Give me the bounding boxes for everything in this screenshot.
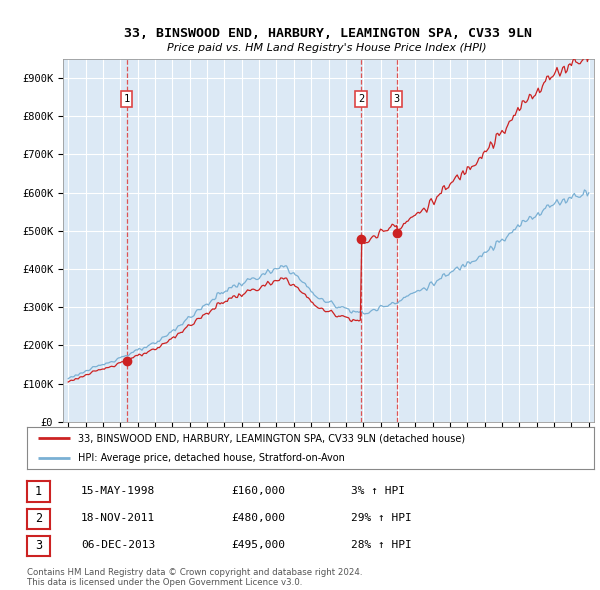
Text: HPI: Average price, detached house, Stratford-on-Avon: HPI: Average price, detached house, Stra… bbox=[78, 454, 345, 463]
Text: 15-MAY-1998: 15-MAY-1998 bbox=[81, 486, 155, 496]
Text: 33, BINSWOOD END, HARBURY, LEAMINGTON SPA, CV33 9LN (detached house): 33, BINSWOOD END, HARBURY, LEAMINGTON SP… bbox=[78, 434, 465, 444]
Text: £480,000: £480,000 bbox=[231, 513, 285, 523]
Text: 18-NOV-2011: 18-NOV-2011 bbox=[81, 513, 155, 523]
Text: 29% ↑ HPI: 29% ↑ HPI bbox=[351, 513, 412, 523]
Text: 3: 3 bbox=[35, 539, 42, 552]
Text: £160,000: £160,000 bbox=[231, 486, 285, 496]
Title: 33, BINSWOOD END, HARBURY, LEAMINGTON SPA, CV33 9LN: 33, BINSWOOD END, HARBURY, LEAMINGTON SP… bbox=[125, 27, 533, 40]
Text: Contains HM Land Registry data © Crown copyright and database right 2024.
This d: Contains HM Land Registry data © Crown c… bbox=[27, 568, 362, 587]
Text: 06-DEC-2013: 06-DEC-2013 bbox=[81, 540, 155, 550]
Text: 2: 2 bbox=[358, 94, 364, 104]
Text: 1: 1 bbox=[124, 94, 130, 104]
Text: 28% ↑ HPI: 28% ↑ HPI bbox=[351, 540, 412, 550]
Text: 2: 2 bbox=[35, 512, 42, 525]
Text: £495,000: £495,000 bbox=[231, 540, 285, 550]
Text: Price paid vs. HM Land Registry's House Price Index (HPI): Price paid vs. HM Land Registry's House … bbox=[167, 43, 487, 53]
Text: 3% ↑ HPI: 3% ↑ HPI bbox=[351, 486, 405, 496]
Text: 3: 3 bbox=[394, 94, 400, 104]
Text: 1: 1 bbox=[35, 485, 42, 498]
